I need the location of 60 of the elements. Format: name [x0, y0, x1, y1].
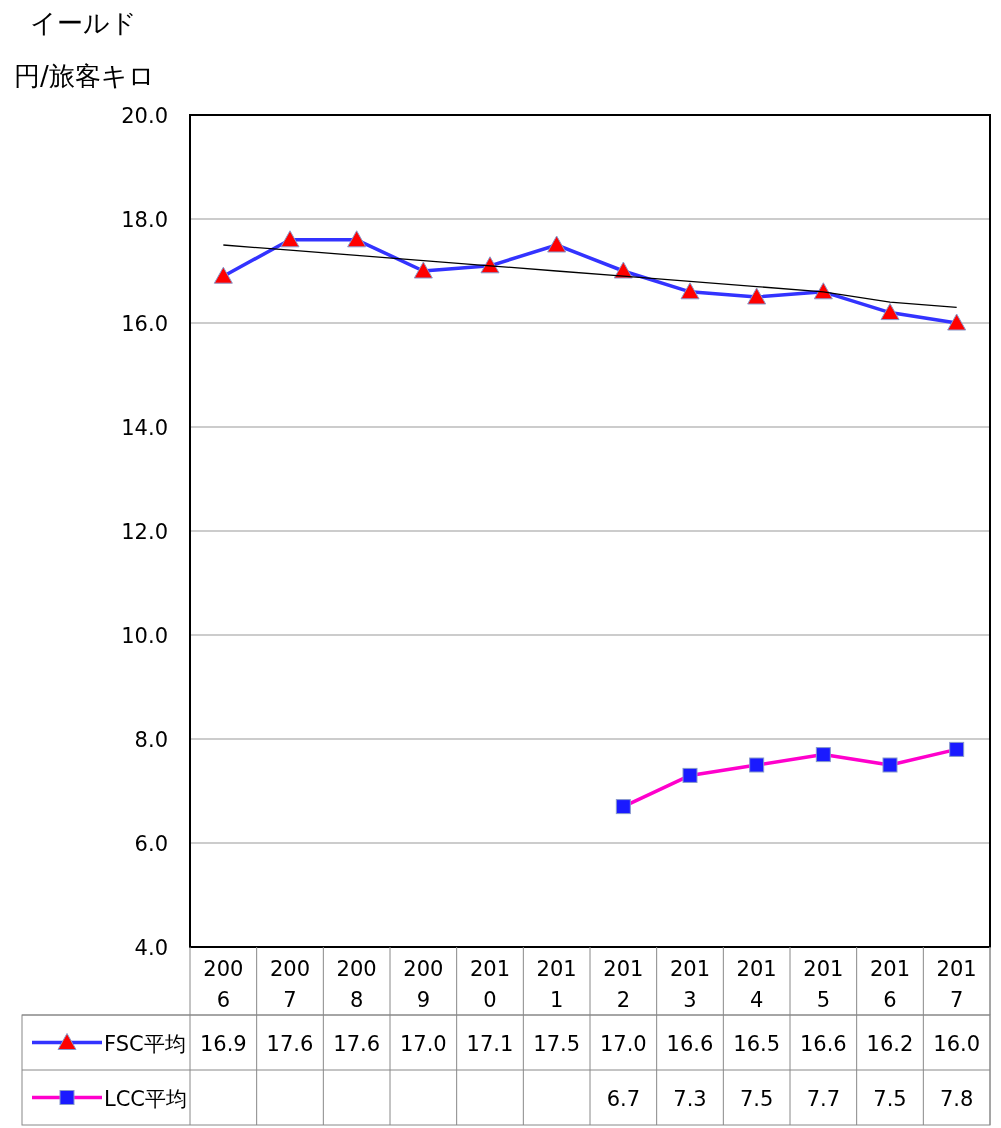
point: [547, 235, 567, 253]
x-tick-label: 2015: [803, 957, 844, 1012]
point: [949, 741, 965, 757]
y-tick-label: 14.0: [121, 416, 168, 440]
y-tick-label: 18.0: [121, 208, 168, 232]
y-tick-label: 20.0: [121, 104, 168, 128]
data-label: 17.0: [399, 1031, 447, 1056]
data-label: 16.2: [866, 1031, 914, 1056]
point: [480, 256, 500, 274]
data-label: 17.5: [533, 1031, 581, 1056]
point: [815, 747, 831, 763]
x-tick-label: 2013: [669, 957, 711, 1012]
chart-title: イールド: [30, 8, 137, 38]
point: [413, 261, 433, 279]
legend-label: FSC平均: [104, 1031, 186, 1056]
y-axis-title: 円/旅客キロ: [14, 61, 155, 91]
data-label: 7.5: [873, 1086, 907, 1111]
x-tick-label: 2011: [536, 957, 577, 1012]
data-label: 7.7: [806, 1086, 841, 1111]
x-tick-label: 2010: [469, 957, 511, 1012]
point: [749, 757, 765, 773]
data-label: 16.9: [199, 1031, 247, 1056]
data-label: 17.0: [599, 1031, 647, 1056]
x-tick-label: 2014: [736, 957, 777, 1012]
point: [747, 287, 767, 305]
point: [213, 266, 233, 284]
x-tick-label: 2012: [603, 957, 644, 1012]
y-tick-label: 4.0: [134, 936, 168, 960]
data-label: 17.6: [333, 1031, 381, 1056]
data-label: 17.6: [266, 1031, 314, 1056]
point: [947, 313, 967, 331]
data-label: 6.7: [606, 1086, 641, 1111]
data-label: 16.0: [933, 1031, 981, 1056]
y-tick-label: 12.0: [121, 520, 168, 544]
x-tick-label: 2017: [936, 957, 977, 1012]
legend-label: LCC平均: [104, 1086, 188, 1111]
point: [813, 282, 833, 300]
data-label: 16.6: [799, 1031, 847, 1056]
data-label: 7.8: [939, 1086, 974, 1111]
y-tick-label: 6.0: [134, 832, 168, 856]
point: [280, 230, 300, 248]
data-label: 7.3: [673, 1086, 707, 1111]
y-tick-label: 10.0: [121, 624, 168, 648]
x-tick-label: 2009: [403, 957, 444, 1012]
point: [882, 757, 898, 773]
x-tick-label: 2008: [336, 957, 377, 1012]
data-label: 16.5: [733, 1031, 781, 1056]
x-tick-label: 2016: [869, 957, 911, 1012]
point: [680, 282, 700, 300]
point: [615, 799, 631, 815]
y-tick-label: 8.0: [134, 728, 168, 752]
data-label: 17.1: [466, 1031, 514, 1056]
y-tick-label: 16.0: [121, 312, 168, 336]
x-tick-label: 2006: [203, 957, 244, 1012]
point: [347, 230, 367, 248]
point: [682, 767, 698, 783]
x-tick-label: 2007: [269, 957, 311, 1012]
data-label: 7.5: [739, 1086, 774, 1111]
point: [880, 303, 900, 321]
data-label: 16.6: [666, 1031, 714, 1056]
